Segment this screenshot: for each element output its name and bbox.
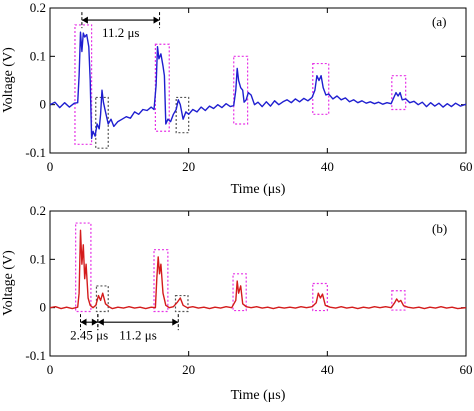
plot-frame-b xyxy=(49,210,467,357)
arrowhead-right xyxy=(172,318,179,326)
panel-b: -0.100.10.2 0 20 40 60 2.45 μs 11.2 μs (b) T… xyxy=(1,203,473,403)
highlight-boxes-a xyxy=(74,24,407,149)
x-ticks-b: 0 20 40 60 xyxy=(47,211,473,377)
y-tick-label: 0.2 xyxy=(30,0,46,15)
y-tick-label: -0.1 xyxy=(25,348,46,363)
arrowhead-left xyxy=(81,16,88,24)
arrowhead-left xyxy=(97,318,104,326)
y-axis-label-a: Voltage (V) xyxy=(1,47,16,113)
arrowhead-left xyxy=(80,318,87,326)
pulse-highlight-box xyxy=(312,62,330,115)
voltage-trace-line xyxy=(49,31,467,140)
x-tick-label: 20 xyxy=(182,362,195,377)
reflection-highlight-box xyxy=(95,96,109,149)
y-tick-label: 0.1 xyxy=(30,48,46,63)
pulse-highlight-box xyxy=(74,24,93,145)
x-axis-label-b: Time (μs) xyxy=(231,388,286,403)
highlight-boxes-b xyxy=(75,222,406,313)
pulse-highlight-box xyxy=(233,55,249,125)
span-annotation-label: 11.2 μs xyxy=(102,25,140,40)
reflection-highlight-box xyxy=(95,285,109,313)
y-tick-label: 0 xyxy=(40,300,47,315)
voltage-trace-line xyxy=(49,229,467,310)
x-axis-label-a: Time (μs) xyxy=(231,182,286,197)
y-tick-label: -0.1 xyxy=(25,145,46,160)
y-ticks-a: -0.1 0 0.1 0.2 xyxy=(25,0,466,160)
span-annotation-label: 2.45 μs xyxy=(70,328,108,343)
y-tick-label: 0.2 xyxy=(30,203,46,218)
x-tick-label: 0 xyxy=(47,159,54,174)
arrowhead-right xyxy=(91,318,98,326)
plot-frame-a xyxy=(49,7,467,154)
panel-label-b: (b) xyxy=(432,221,447,236)
annotations-b: 2.45 μs 11.2 μs xyxy=(70,314,179,343)
pulse-highlight-box xyxy=(232,273,247,312)
panel-a: -0.100.10.2 0 20 40 60 11.2 μs (a) Time (μs… xyxy=(1,0,473,197)
span-annotation-label: 11.2 μs xyxy=(119,328,157,343)
pulse-highlight-box xyxy=(312,282,328,312)
pulse-highlight-box xyxy=(154,43,170,132)
panel-label-a: (a) xyxy=(432,14,446,29)
y-tick-label: 0.1 xyxy=(30,251,46,266)
series-b xyxy=(49,229,467,310)
x-tick-label: 40 xyxy=(321,362,334,377)
x-tick-label: 60 xyxy=(460,362,473,377)
x-tick-label: 20 xyxy=(182,159,195,174)
x-tick-label: 40 xyxy=(321,159,334,174)
pulse-highlight-box xyxy=(153,249,169,313)
reflection-highlight-box xyxy=(175,96,190,134)
pulse-highlight-box xyxy=(391,75,407,111)
y-axis-label-b: Voltage (V) xyxy=(1,250,16,316)
x-tick-label: 0 xyxy=(47,362,54,377)
annotations-a: 11.2 μs xyxy=(81,12,161,40)
y-tick-label: 0 xyxy=(40,97,47,112)
x-tick-label: 60 xyxy=(460,159,473,174)
series-a xyxy=(49,31,467,140)
arrowhead-right xyxy=(153,16,160,24)
x-ticks-a: 0 20 40 60 xyxy=(47,8,473,174)
